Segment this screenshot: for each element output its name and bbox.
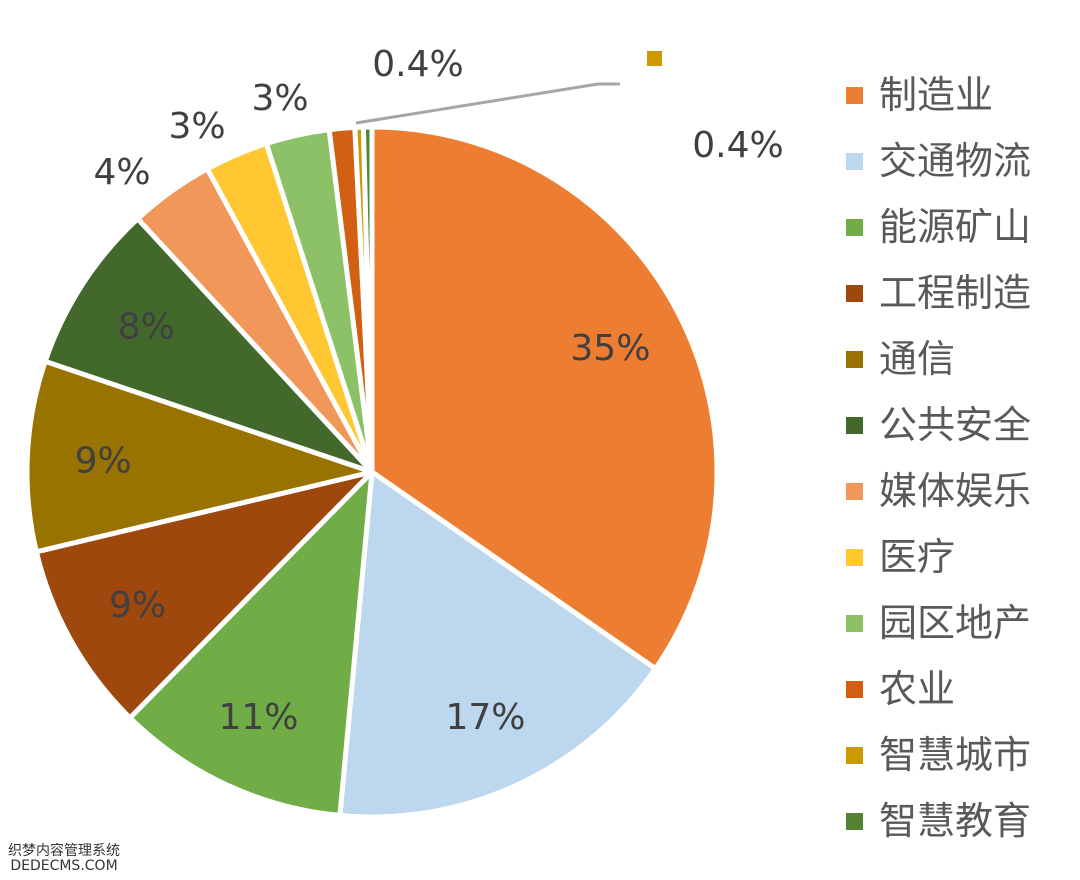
data-label-1: 17%: [446, 697, 526, 738]
legend-item: 媒体娱乐: [846, 458, 1031, 524]
legend-swatch: [846, 218, 863, 236]
data-label-8: 3%: [251, 78, 308, 119]
legend-item: 交通物流: [846, 128, 1031, 194]
legend-label: 通信: [879, 337, 956, 381]
legend-item: 智慧城市: [846, 722, 1031, 788]
legend-swatch: [846, 812, 863, 830]
legend-swatch: [846, 614, 863, 632]
data-label-6: 4%: [93, 152, 150, 193]
data-label-7: 3%: [168, 106, 225, 147]
legend-swatch: [846, 680, 863, 698]
legend-item: 农业: [846, 656, 1031, 722]
legend-item: 智慧教育: [846, 788, 1031, 854]
pie-slice-2: [127, 469, 375, 818]
legend-label: 公共安全: [879, 403, 1032, 447]
data-label-11: 0.4%: [692, 125, 783, 166]
leader-line: [355, 82, 620, 125]
watermark: 织梦内容管理系统 DEDECMS.COM: [8, 844, 120, 874]
legend-swatch: [846, 86, 863, 104]
leader-marker: [647, 51, 662, 66]
legend-swatch: [846, 482, 863, 500]
legend-label: 工程制造: [879, 271, 1032, 315]
legend-item: 能源矿山: [846, 194, 1031, 260]
legend-label: 智慧教育: [879, 799, 1032, 843]
watermark-line2: DEDECMS.COM: [10, 858, 118, 874]
legend-label: 交通物流: [879, 139, 1032, 183]
legend-item: 通信: [846, 326, 1031, 392]
legend-item: 医疗: [846, 524, 1031, 590]
legend: 制造业交通物流能源矿山工程制造通信公共安全媒体娱乐医疗园区地产农业智慧城市智慧教…: [846, 62, 1031, 854]
legend-swatch: [846, 548, 863, 566]
watermark-line1: 织梦内容管理系统: [8, 843, 120, 859]
pie-slice-4: [24, 358, 375, 555]
data-label-4: 9%: [75, 440, 132, 481]
data-label-10: 0.4%: [372, 44, 463, 85]
data-label-3: 9%: [109, 585, 166, 626]
legend-label: 制造业: [879, 73, 994, 117]
legend-label: 媒体娱乐: [879, 469, 1032, 513]
legend-label: 农业: [879, 667, 956, 711]
legend-label: 智慧城市: [879, 733, 1032, 777]
data-label-2: 11%: [218, 697, 298, 738]
pie-slice-5: [42, 216, 375, 475]
legend-item: 制造业: [846, 62, 1031, 128]
pie-slice-0: [369, 124, 720, 672]
legend-item: 公共安全: [846, 392, 1031, 458]
data-label-5: 8%: [118, 307, 175, 348]
legend-swatch: [846, 746, 863, 764]
legend-swatch: [846, 152, 863, 170]
legend-swatch: [846, 416, 863, 434]
legend-label: 园区地产: [879, 601, 1032, 645]
legend-swatch: [846, 284, 863, 302]
legend-label: 医疗: [879, 535, 956, 579]
legend-item: 园区地产: [846, 590, 1031, 656]
pie-slice-1: [337, 469, 658, 820]
pie-slice-11: [360, 124, 375, 475]
legend-swatch: [846, 350, 863, 368]
legend-label: 能源矿山: [879, 205, 1032, 249]
data-label-0: 35%: [570, 328, 650, 369]
legend-item: 工程制造: [846, 260, 1031, 326]
